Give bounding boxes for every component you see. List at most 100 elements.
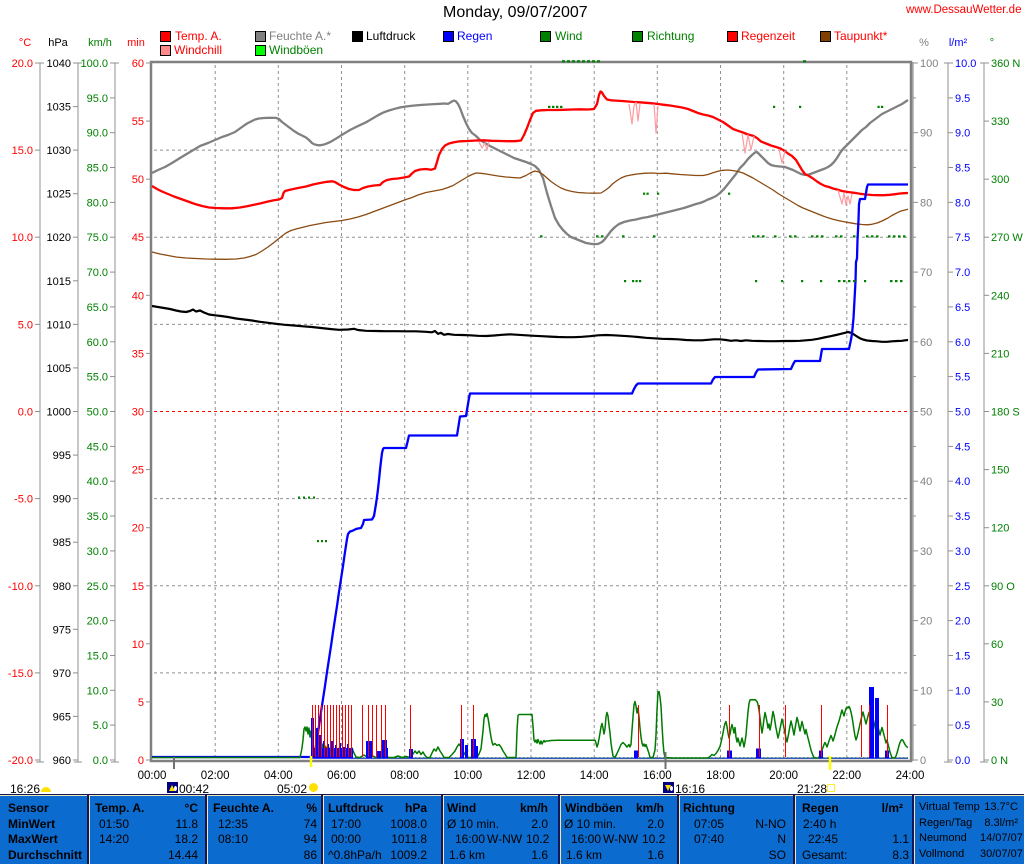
svg-text:1030: 1030 [47, 145, 71, 157]
svg-text:1025: 1025 [47, 189, 71, 201]
svg-text:18:00: 18:00 [706, 770, 735, 782]
svg-text:50: 50 [132, 174, 144, 186]
svg-text:24:00: 24:00 [896, 770, 925, 782]
svg-text:95.0: 95.0 [87, 93, 108, 105]
svg-text:5.0: 5.0 [955, 407, 970, 419]
svg-text:30: 30 [920, 546, 932, 558]
svg-text:120: 120 [991, 523, 1009, 535]
svg-text:270 W: 270 W [991, 232, 1023, 244]
svg-text:20: 20 [132, 523, 144, 535]
svg-text:-10.0: -10.0 [8, 581, 33, 593]
svg-text:330: 330 [991, 116, 1009, 128]
svg-text:0.0: 0.0 [955, 755, 970, 767]
svg-text:45: 45 [132, 232, 144, 244]
svg-text:30: 30 [132, 407, 144, 419]
svg-text:180 S: 180 S [991, 407, 1020, 419]
svg-text:40: 40 [920, 476, 932, 488]
svg-text:10:00: 10:00 [453, 770, 482, 782]
svg-text:20.0: 20.0 [87, 616, 108, 628]
svg-text:45.0: 45.0 [87, 441, 108, 453]
svg-text:-20.0: -20.0 [8, 755, 33, 767]
svg-text:10.0: 10.0 [87, 685, 108, 697]
svg-text:-5.0: -5.0 [14, 494, 33, 506]
svg-text:1035: 1035 [47, 102, 71, 114]
svg-text:06:00: 06:00 [327, 770, 356, 782]
svg-text:150: 150 [991, 465, 1009, 477]
svg-text:02:00: 02:00 [201, 770, 230, 782]
svg-text:15.0: 15.0 [87, 651, 108, 663]
svg-text:%: % [919, 37, 929, 49]
svg-text:20:00: 20:00 [769, 770, 798, 782]
svg-text:25.0: 25.0 [87, 581, 108, 593]
svg-text:1005: 1005 [47, 363, 71, 375]
svg-text:40.0: 40.0 [87, 476, 108, 488]
svg-text:85.0: 85.0 [87, 163, 108, 175]
svg-text:km/h: km/h [88, 37, 112, 49]
svg-text:1.5: 1.5 [955, 651, 970, 663]
svg-text:35: 35 [132, 348, 144, 360]
svg-text:65.0: 65.0 [87, 302, 108, 314]
svg-text:210: 210 [991, 348, 1009, 360]
svg-text:1.0: 1.0 [955, 685, 970, 697]
svg-text:80.0: 80.0 [87, 197, 108, 209]
svg-text:1040: 1040 [47, 58, 71, 70]
svg-text:9.5: 9.5 [955, 93, 970, 105]
svg-text:90: 90 [920, 128, 932, 140]
svg-text:8.5: 8.5 [955, 163, 970, 175]
svg-text:70.0: 70.0 [87, 267, 108, 279]
svg-text:°C: °C [19, 37, 31, 49]
svg-text:1015: 1015 [47, 276, 71, 288]
svg-text:360 N: 360 N [991, 58, 1020, 70]
svg-text:75.0: 75.0 [87, 232, 108, 244]
svg-text:0: 0 [138, 755, 144, 767]
svg-text:6.0: 6.0 [955, 337, 970, 349]
svg-text:7.5: 7.5 [955, 232, 970, 244]
svg-text:90.0: 90.0 [87, 128, 108, 140]
svg-text:15: 15 [132, 581, 144, 593]
svg-text:14:00: 14:00 [580, 770, 609, 782]
svg-text:970: 970 [53, 668, 71, 680]
svg-text:70: 70 [920, 267, 932, 279]
svg-text:300: 300 [991, 174, 1009, 186]
svg-text:-15.0: -15.0 [8, 668, 33, 680]
svg-text:990: 990 [53, 494, 71, 506]
svg-text:l/m²: l/m² [949, 37, 968, 49]
svg-text:9.0: 9.0 [955, 128, 970, 140]
svg-text:1010: 1010 [47, 319, 71, 331]
svg-text:35.0: 35.0 [87, 511, 108, 523]
svg-text:12:00: 12:00 [517, 770, 546, 782]
svg-text:00:00: 00:00 [138, 770, 167, 782]
svg-text:90 O: 90 O [991, 581, 1015, 593]
svg-text:5.5: 5.5 [955, 372, 970, 384]
svg-text:30: 30 [991, 697, 1003, 709]
svg-text:04:00: 04:00 [264, 770, 293, 782]
svg-text:30.0: 30.0 [87, 546, 108, 558]
svg-text:960: 960 [53, 755, 71, 767]
svg-text:20: 20 [920, 616, 932, 628]
svg-text:60: 60 [132, 58, 144, 70]
svg-text:25: 25 [132, 465, 144, 477]
svg-text:240: 240 [991, 290, 1009, 302]
svg-text:7.0: 7.0 [955, 267, 970, 279]
svg-text:4.0: 4.0 [955, 476, 970, 488]
svg-text:1020: 1020 [47, 232, 71, 244]
svg-text:55: 55 [132, 116, 144, 128]
svg-text:50: 50 [920, 407, 932, 419]
svg-text:40: 40 [132, 290, 144, 302]
svg-text:5.0: 5.0 [18, 319, 33, 331]
svg-text:5: 5 [138, 697, 144, 709]
svg-text:50.0: 50.0 [87, 407, 108, 419]
svg-text:3.0: 3.0 [955, 546, 970, 558]
svg-text:0 N: 0 N [991, 755, 1008, 767]
svg-text:2.0: 2.0 [955, 616, 970, 628]
svg-text:min: min [127, 37, 145, 49]
svg-text:1000: 1000 [47, 407, 71, 419]
svg-text:5.0: 5.0 [93, 720, 108, 732]
svg-text:20.0: 20.0 [12, 58, 33, 70]
svg-text:10.0: 10.0 [955, 58, 976, 70]
svg-text:60.0: 60.0 [87, 337, 108, 349]
svg-text:°: ° [990, 37, 994, 49]
svg-text:80: 80 [920, 197, 932, 209]
svg-text:0: 0 [920, 755, 926, 767]
svg-text:965: 965 [53, 711, 71, 723]
